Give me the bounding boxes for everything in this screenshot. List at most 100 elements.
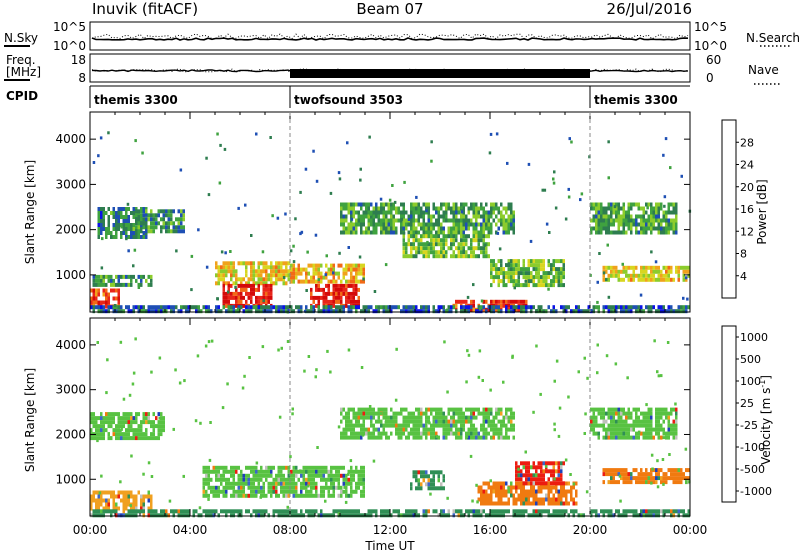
echo-cell xyxy=(122,513,125,518)
echo-cell xyxy=(112,509,115,514)
echo-cell xyxy=(102,416,105,421)
echo-cell xyxy=(395,305,398,310)
echo-cell xyxy=(570,497,573,502)
echo-cell xyxy=(282,485,285,490)
echo-cell xyxy=(632,468,635,473)
echo-cell xyxy=(392,202,395,207)
echo-cell xyxy=(227,469,230,474)
echo-cell xyxy=(505,423,508,428)
echo-cell xyxy=(370,230,373,235)
echo-cell xyxy=(342,309,345,314)
echo-cell xyxy=(262,283,265,288)
echo-cell xyxy=(327,299,330,304)
echo-cell xyxy=(140,498,143,503)
echo-cell xyxy=(489,388,492,392)
echo-cell xyxy=(225,309,228,314)
echo-cell xyxy=(110,305,113,310)
echo-cell xyxy=(495,427,498,432)
echo-cell xyxy=(425,427,428,432)
echo-cell xyxy=(360,431,363,436)
echo-cell xyxy=(564,458,568,462)
echo-cell xyxy=(367,214,370,219)
echo-cell xyxy=(415,246,418,251)
echo-cell xyxy=(127,207,130,211)
echo-cell xyxy=(647,435,650,440)
echo-cell xyxy=(237,206,240,210)
echo-cell xyxy=(307,263,310,268)
echo-cell xyxy=(447,246,450,251)
echo-cell xyxy=(357,214,360,219)
echo-cell xyxy=(635,230,638,235)
echo-cell xyxy=(515,513,518,518)
echo-cell xyxy=(455,509,458,514)
echo-cell xyxy=(592,309,595,314)
echo-cell xyxy=(160,217,163,222)
echo-cell xyxy=(402,214,405,219)
echo-cell xyxy=(182,474,185,478)
echo-cell xyxy=(532,461,535,466)
echo-cell xyxy=(100,207,103,211)
echo-cell xyxy=(360,411,363,416)
echo-cell xyxy=(275,481,278,486)
echo-cell xyxy=(257,273,260,278)
echo-cell xyxy=(142,221,145,226)
echo-cell xyxy=(492,263,495,268)
echo-cell xyxy=(512,509,515,514)
echo-cell xyxy=(350,226,353,231)
echo-cell xyxy=(195,509,198,514)
echo-cell xyxy=(217,489,220,494)
echo-cell xyxy=(485,513,488,518)
echo-cell xyxy=(402,202,405,207)
echo-cell xyxy=(410,427,413,432)
echo-cell xyxy=(402,246,405,251)
noise-left-label: N.Sky xyxy=(4,31,38,45)
echo-cell xyxy=(252,287,255,292)
power-ylabel: Slant Range [km] xyxy=(23,160,37,264)
echo-cell xyxy=(397,509,400,514)
echo-cell xyxy=(617,415,620,420)
echo-cell xyxy=(130,278,133,283)
echo-cell xyxy=(315,489,318,494)
echo-cell xyxy=(655,427,658,432)
echo-cell xyxy=(630,427,633,432)
echo-cell xyxy=(540,469,543,474)
echo-cell xyxy=(222,477,225,482)
echo-cell xyxy=(340,407,343,412)
echo-cell xyxy=(487,230,490,235)
echo-cell xyxy=(655,309,658,314)
echo-cell xyxy=(650,427,653,432)
echo-cell xyxy=(90,300,93,305)
echo-cell xyxy=(470,206,473,211)
echo-cell xyxy=(532,513,535,518)
echo-cell xyxy=(315,179,319,183)
echo-cell xyxy=(667,269,670,274)
nave-label: Nave xyxy=(748,63,779,77)
echo-cell xyxy=(445,431,448,436)
echo-cell xyxy=(470,407,473,412)
echo-cell xyxy=(284,212,287,216)
echo-cell xyxy=(300,481,303,486)
echo-cell xyxy=(150,475,154,478)
echo-cell xyxy=(225,469,228,474)
echo-cell xyxy=(280,509,283,514)
echo-cell xyxy=(497,407,500,412)
echo-cell xyxy=(470,218,473,223)
echo-cell xyxy=(490,309,493,314)
echo-cell xyxy=(102,436,105,441)
echo-cell xyxy=(262,513,265,518)
echo-cell xyxy=(610,269,613,274)
echo-cell xyxy=(442,435,445,440)
echo-cell xyxy=(90,428,93,433)
echo-cell xyxy=(550,263,553,268)
echo-cell xyxy=(505,206,508,211)
echo-cell xyxy=(105,416,108,421)
echo-cell xyxy=(432,478,435,483)
echo-cell xyxy=(120,424,123,429)
echo-cell xyxy=(340,411,343,416)
echo-cell xyxy=(125,490,128,495)
echo-cell xyxy=(402,231,406,235)
echo-cell xyxy=(445,250,448,255)
echo-cell xyxy=(252,481,255,486)
echo-cell xyxy=(485,411,488,416)
echo-cell xyxy=(382,431,385,436)
